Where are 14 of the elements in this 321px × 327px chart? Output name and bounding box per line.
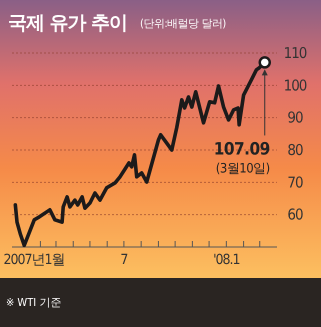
x-tick-label: 2007년1월 (3, 252, 65, 268)
y-tick-label: 90 (287, 108, 303, 127)
annotation: 107.09 (214, 139, 270, 160)
annotation: (3월10일) (216, 161, 270, 176)
text: ※ WTI 기준 (6, 296, 62, 309)
x-tick-label: '08.1 (213, 252, 240, 268)
chart-title: 국제 유가 추이 (8, 12, 128, 34)
y-tick-label: 60 (287, 206, 303, 224)
y-tick-label: 70 (287, 173, 303, 192)
chart-subtitle: (단위:배럴당 달러) (140, 17, 226, 30)
y-tick-label: 110 (284, 44, 307, 62)
y-tick-label: 80 (287, 141, 303, 159)
x-tick-label: 7 (120, 252, 128, 268)
y-tick-label: 100 (284, 76, 307, 94)
